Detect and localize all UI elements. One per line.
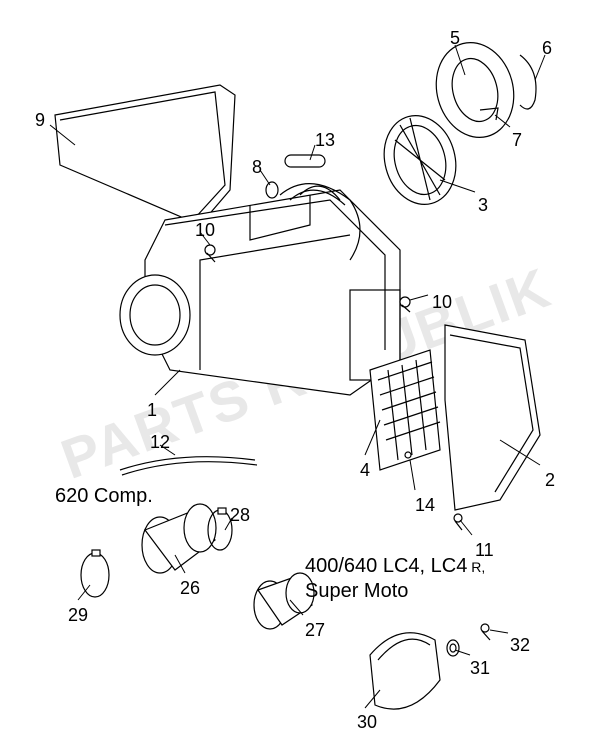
text-label: Super Moto <box>305 580 408 603</box>
text-label: 620 Comp. <box>55 485 153 508</box>
part-4-mesh <box>370 350 440 470</box>
callout-27: 27 <box>305 620 325 641</box>
callout-9: 9 <box>35 110 45 131</box>
callout-12: 12 <box>150 432 170 453</box>
callout-26: 26 <box>180 578 200 599</box>
callout-13: 13 <box>315 130 335 151</box>
callout-2: 2 <box>545 470 555 491</box>
callout-5: 5 <box>450 28 460 49</box>
callout-29: 29 <box>68 605 88 626</box>
callout-4: 4 <box>360 460 370 481</box>
part-13-tube <box>285 155 325 167</box>
callout-14: 14 <box>415 495 435 516</box>
part-8-bushing <box>266 182 278 198</box>
callout-30: 30 <box>357 712 377 733</box>
part-12-hose <box>120 457 255 470</box>
text-label: 400/640 LC4, LC4 R, <box>305 555 485 578</box>
callout-3: 3 <box>478 195 488 216</box>
callout-32: 32 <box>510 635 530 656</box>
part-31-washer <box>447 640 459 656</box>
part-10-screw-right <box>400 297 410 312</box>
callout-8: 8 <box>252 157 262 178</box>
part-6-wire <box>520 55 536 109</box>
part-2-panel <box>445 325 540 510</box>
callout-31: 31 <box>470 658 490 679</box>
callout-10: 10 <box>195 220 215 241</box>
part-29-clamp <box>81 550 109 597</box>
diagram-container: PARTS REPUBLIK <box>0 0 611 746</box>
part-11-screw <box>454 514 462 530</box>
callout-7: 7 <box>512 130 522 151</box>
callout-6: 6 <box>542 38 552 59</box>
callout-1: 1 <box>147 400 157 421</box>
part-32-screw <box>481 624 490 640</box>
callout-10: 10 <box>432 292 452 313</box>
callout-28: 28 <box>230 505 250 526</box>
